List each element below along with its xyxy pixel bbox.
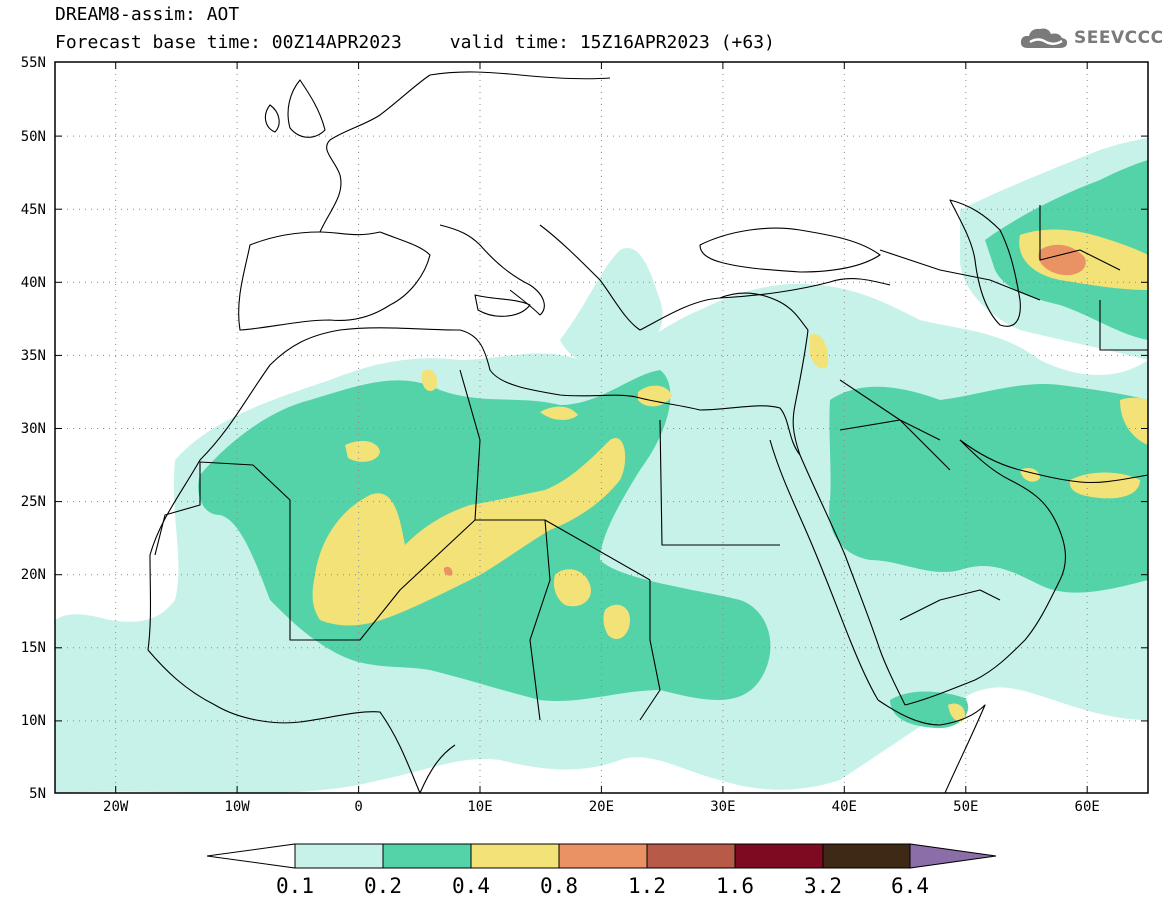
- axis-ticks: [55, 62, 1148, 793]
- lon-label: 20E: [589, 799, 614, 815]
- colorbar-segment: [558, 843, 648, 869]
- base-time: Forecast base time: 00Z14APR2023: [55, 32, 402, 53]
- colorbar-segment: [470, 843, 560, 869]
- lat-label: 25N: [21, 494, 46, 510]
- valid-time: valid time: 15Z16APR2023 (+63): [449, 32, 775, 53]
- colorbar-segment: [822, 843, 911, 869]
- colorbar-over-triangle: [909, 843, 997, 869]
- colorbar-under-triangle: [206, 843, 296, 869]
- lon-label: 20W: [103, 799, 129, 815]
- colorbar-label: 1.2: [628, 874, 666, 898]
- aot-contour-0.8: [443, 244, 1086, 576]
- lon-label: 10W: [224, 799, 250, 815]
- lat-label: 50N: [21, 129, 46, 145]
- time-info: Forecast base time: 00Z14APR2023 valid ti…: [55, 33, 775, 53]
- colorbar-label: 0.4: [452, 874, 490, 898]
- colorbar: [206, 843, 997, 869]
- lon-label: 50E: [953, 799, 978, 815]
- coastlines: [147, 71, 1148, 793]
- colorbar-segment: [382, 843, 472, 869]
- colorbar-label: 1.6: [716, 874, 754, 898]
- logo-text: SEEVCCC: [1074, 28, 1164, 48]
- colorbar-label: 3.2: [804, 874, 842, 898]
- lat-label: 55N: [21, 55, 46, 71]
- seevccc-logo: SEEVCCC: [1018, 24, 1164, 52]
- lon-label: 0: [354, 799, 362, 815]
- lat-label: 45N: [21, 202, 46, 218]
- map-title: DREAM8-assim: AOT: [55, 4, 240, 25]
- aot-contour-0.4: [312, 229, 1148, 722]
- lon-label: 40E: [832, 799, 857, 815]
- lat-label: 5N: [29, 786, 46, 802]
- lat-label: 40N: [21, 275, 46, 291]
- colorbar-segment: [646, 843, 736, 869]
- colorbar-label: 0.8: [540, 874, 578, 898]
- lon-labels: 20W 10W 0 10E 20E 30E 40E 50E 60E: [103, 799, 1100, 815]
- lon-label: 60E: [1075, 799, 1100, 815]
- colorbar-label: 6.4: [891, 874, 929, 898]
- colorbar-labels: 0.1 0.2 0.4 0.8 1.2 1.6 3.2 6.4: [276, 874, 929, 898]
- colorbar-segment: [294, 843, 384, 869]
- lat-label: 30N: [21, 421, 46, 437]
- lat-labels: 55N 50N 45N 40N 35N 30N 25N 20N 15N 10N …: [21, 55, 46, 802]
- lat-label: 35N: [21, 348, 46, 364]
- colorbar-label: 0.2: [364, 874, 402, 898]
- lon-label: 10E: [467, 799, 492, 815]
- lat-label: 20N: [21, 567, 46, 583]
- lat-label: 15N: [21, 640, 46, 656]
- cloud-icon: [1020, 28, 1068, 48]
- lon-label: 30E: [710, 799, 735, 815]
- lat-label: 10N: [21, 713, 46, 729]
- colorbar-label: 0.1: [276, 874, 314, 898]
- aot-field: [55, 62, 1148, 793]
- colorbar-segment: [734, 843, 824, 869]
